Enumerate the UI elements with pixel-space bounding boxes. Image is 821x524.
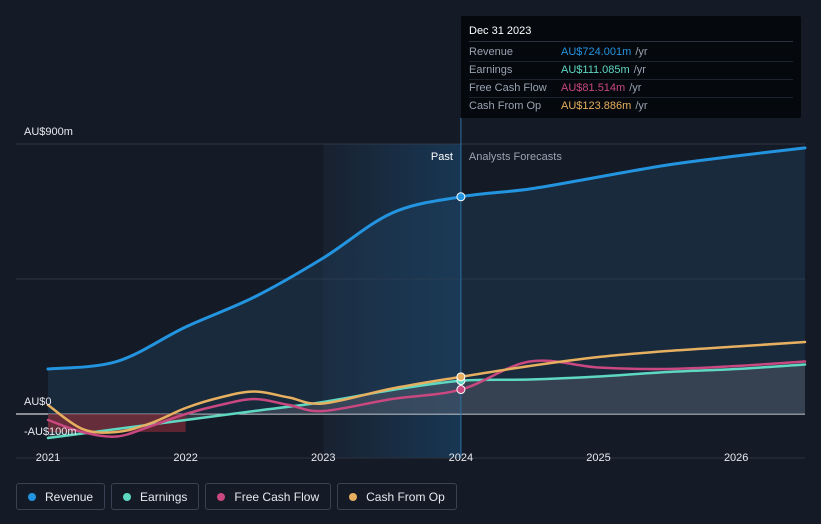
x-tick-label: 2022 [173, 452, 197, 464]
x-tick-label: 2025 [586, 452, 610, 464]
chart: AU$900m AU$0 -AU$100m 2021 2022 2023 2024 2025 2… [16, 118, 807, 464]
forecast-label: Analysts Forecasts [469, 151, 562, 163]
y-tick-label: AU$900m [24, 126, 73, 138]
legend-label: Earnings [140, 489, 188, 504]
legend-item-earnings[interactable]: Earnings [111, 483, 200, 510]
tooltip-unit: /yr [635, 46, 648, 58]
legend-dot-icon [123, 492, 132, 501]
point-marker-cfo [456, 372, 466, 382]
tooltip: Dec 31 2023 Revenue AU$724.001m /yr Earn… [461, 16, 801, 118]
legend-item-cash-from-op[interactable]: Cash From Op [337, 483, 457, 510]
tooltip-value: AU$111.085m [561, 64, 630, 76]
tooltip-row-fcf: Free Cash Flow AU$81.514m /yr [469, 80, 793, 98]
series-line-cfo [46, 340, 807, 434]
y-tick-label: AU$0 [24, 396, 52, 408]
tooltip-row-cfo: Cash From Op AU$123.886m /yr [469, 98, 793, 115]
legend-item-free-cash-flow[interactable]: Free Cash Flow [205, 483, 332, 510]
series-line-earnings [46, 363, 807, 440]
tooltip-unit: /yr [633, 64, 646, 76]
tooltip-unit: /yr [629, 82, 642, 94]
point-marker-revenue [456, 192, 466, 202]
legend-dot-icon [28, 492, 36, 501]
x-tick-label: 2026 [724, 452, 748, 464]
tooltip-value: AU$724.001m [561, 46, 632, 58]
tooltip-label: Free Cash Flow [469, 82, 547, 94]
point-marker-fcf [456, 385, 466, 395]
past-label: Past [431, 151, 453, 163]
revenue-area [48, 147, 805, 414]
legend-item-revenue[interactable]: Revenue [16, 483, 106, 510]
legend-label: Free Cash Flow [234, 489, 320, 504]
tooltip-row-earnings: Earnings AU$111.085m /yr [469, 62, 793, 80]
series-line-fcf [46, 359, 807, 438]
legend: Revenue Earnings Free Cash Flow Cash Fro… [16, 483, 457, 510]
earnings-negative-area [48, 414, 186, 432]
legend-label: Revenue [45, 489, 94, 504]
tooltip-label: Earnings [469, 64, 513, 76]
tooltip-label: Cash From Op [469, 100, 542, 112]
series-line-revenue [46, 146, 807, 371]
legend-dot-icon [217, 492, 226, 501]
tooltip-unit: /yr [635, 100, 648, 112]
x-tick-label: 2021 [36, 452, 60, 464]
tooltip-value: AU$123.886m [561, 100, 632, 112]
tooltip-label: Revenue [469, 46, 514, 58]
past-region-band [323, 144, 461, 458]
x-tick-label: 2024 [449, 452, 473, 464]
earnings-area [48, 364, 805, 438]
tooltip-date: Dec 31 2023 [469, 24, 793, 42]
tooltip-value: AU$81.514m [561, 82, 626, 94]
tooltip-row-revenue: Revenue AU$724.001m /yr [469, 44, 793, 62]
y-tick-label: -AU$100m [24, 426, 77, 438]
x-tick-label: 2023 [311, 452, 335, 464]
legend-label: Cash From Op [366, 489, 445, 504]
legend-dot-icon [349, 492, 358, 501]
